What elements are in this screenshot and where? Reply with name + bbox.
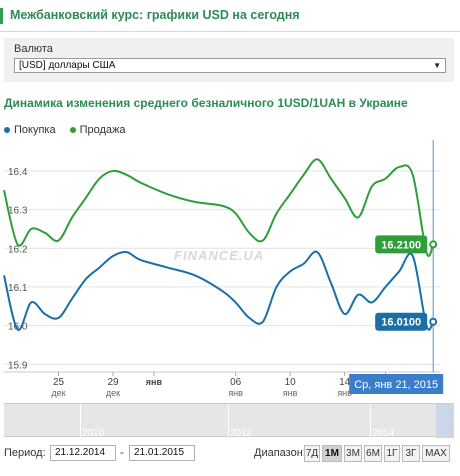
legend-item-sell[interactable]: Продажа — [69, 124, 126, 136]
currency-label: Валюта — [14, 43, 53, 55]
period-from-input[interactable]: 21.12.2014 — [50, 445, 116, 461]
range-button-3y[interactable]: 3Г — [402, 445, 420, 462]
x-tick-label-day: 25 — [53, 377, 65, 388]
x-tick-label-month: янв — [283, 388, 298, 398]
y-tick-label: 16.3 — [8, 206, 28, 217]
chevron-down-icon: ▼ — [433, 61, 441, 70]
range-button-7d[interactable]: 7Д — [304, 445, 320, 462]
navigator-selection-handle[interactable] — [436, 404, 454, 438]
navigator-divider — [370, 404, 371, 438]
chart-navigator[interactable]: 2010 2012 2014 — [4, 403, 454, 439]
x-tick-label-day: 29 — [107, 377, 119, 388]
navigator-year: 2014 — [372, 428, 395, 439]
chart-title: Динамика изменения среднего безналичного… — [4, 96, 408, 110]
value-label-box — [375, 312, 428, 331]
x-tick-label-month: дек — [51, 388, 65, 398]
period-toolbar: Период: 21.12.2014 - 21.01.2015 Диапазон… — [0, 444, 460, 464]
range-label: Диапазон: — [254, 447, 306, 459]
x-tick-label-day: 06 — [230, 377, 242, 388]
chart-legend: Покупка Продажа — [4, 124, 126, 136]
period-to-input[interactable]: 21.01.2015 — [129, 445, 195, 461]
page-title: Межбанковский курс: графики USD на сегод… — [10, 8, 300, 22]
y-tick-label: 16.4 — [8, 167, 28, 178]
legend-item-buy[interactable]: Покупка — [4, 124, 56, 136]
x-tick-label-day: 10 — [285, 377, 297, 388]
value-label-text: 16.0100 — [381, 317, 421, 329]
period-label: Период: — [4, 447, 46, 459]
range-button-3m[interactable]: 3М — [344, 445, 362, 462]
range-button-6m[interactable]: 6М — [364, 445, 382, 462]
series-line-sell[interactable] — [3, 158, 435, 257]
x-tick-label-month: янв — [337, 388, 352, 398]
series-marker[interactable] — [429, 317, 438, 326]
currency-panel: Валюта [USD] доллары США ▼ — [4, 38, 454, 82]
x-tick-label-month: янв — [228, 388, 243, 398]
y-tick-label: 16.1 — [8, 283, 28, 294]
range-button-1y[interactable]: 1Г — [384, 445, 400, 462]
plot-area — [4, 140, 440, 372]
navigator-year: 2012 — [230, 428, 253, 439]
navigator-divider — [228, 404, 229, 438]
series-line-buy[interactable] — [3, 250, 435, 331]
value-label-text: 16.2100 — [381, 239, 421, 251]
y-tick-label: 16.2 — [8, 244, 28, 255]
page-header: Межбанковский курс: графики USD на сегод… — [0, 0, 460, 32]
navigator-year: 2010 — [82, 428, 105, 439]
range-button-1m[interactable]: 1М — [322, 445, 342, 462]
y-tick-label: 16.0 — [8, 322, 28, 333]
x-tick-label-month: янв — [146, 377, 163, 387]
legend-dot-icon — [69, 127, 76, 133]
value-label-box — [375, 235, 428, 254]
range-button-max[interactable]: MAX — [422, 445, 450, 462]
rate-chart[interactable]: 15.916.016.116.216.316.4FINANCE.UA25дек2… — [0, 132, 460, 400]
crosshair-date-box — [349, 374, 444, 394]
x-tick-label-day: 14 — [339, 377, 351, 388]
series-marker[interactable] — [429, 240, 438, 249]
crosshair-date-label: Ср, янв 21, 2015 — [354, 379, 438, 391]
period-separator: - — [120, 447, 124, 459]
currency-select[interactable]: [USD] доллары США ▼ — [14, 58, 446, 73]
y-tick-label: 15.9 — [8, 360, 28, 371]
legend-label-buy: Покупка — [14, 124, 56, 136]
header-accent — [0, 8, 3, 24]
navigator-divider — [80, 404, 81, 438]
x-tick-label-month: дек — [106, 388, 120, 398]
legend-dot-icon — [4, 127, 10, 133]
legend-label-sell: Продажа — [79, 124, 126, 136]
currency-select-value: [USD] доллары США — [19, 60, 116, 71]
chart-watermark: FINANCE.UA — [174, 248, 264, 263]
